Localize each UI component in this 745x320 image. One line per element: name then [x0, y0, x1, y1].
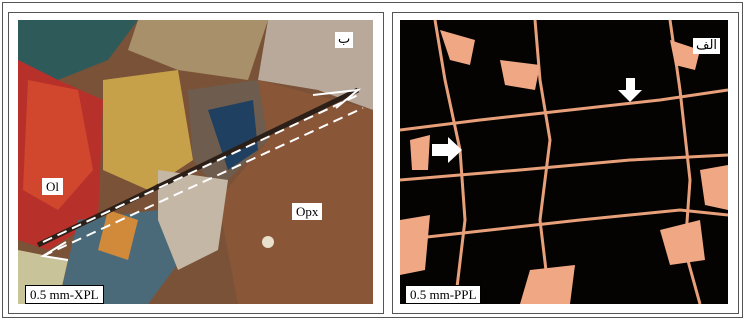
annotation: Opx: [292, 203, 322, 220]
scale-label: 0.5 mm-XPL: [25, 285, 104, 304]
panel-label: الف: [693, 38, 720, 54]
scale-label: 0.5 mm-PPL: [405, 285, 481, 304]
annotation: Ol: [42, 178, 63, 195]
panel-label: ب: [335, 32, 353, 48]
ppl-micrograph: [400, 20, 728, 304]
xpl-micrograph: [18, 20, 373, 304]
figure: ب Ol Opx 0.5 mm-XPL الف 0.5 mm-PPL: [0, 0, 745, 320]
